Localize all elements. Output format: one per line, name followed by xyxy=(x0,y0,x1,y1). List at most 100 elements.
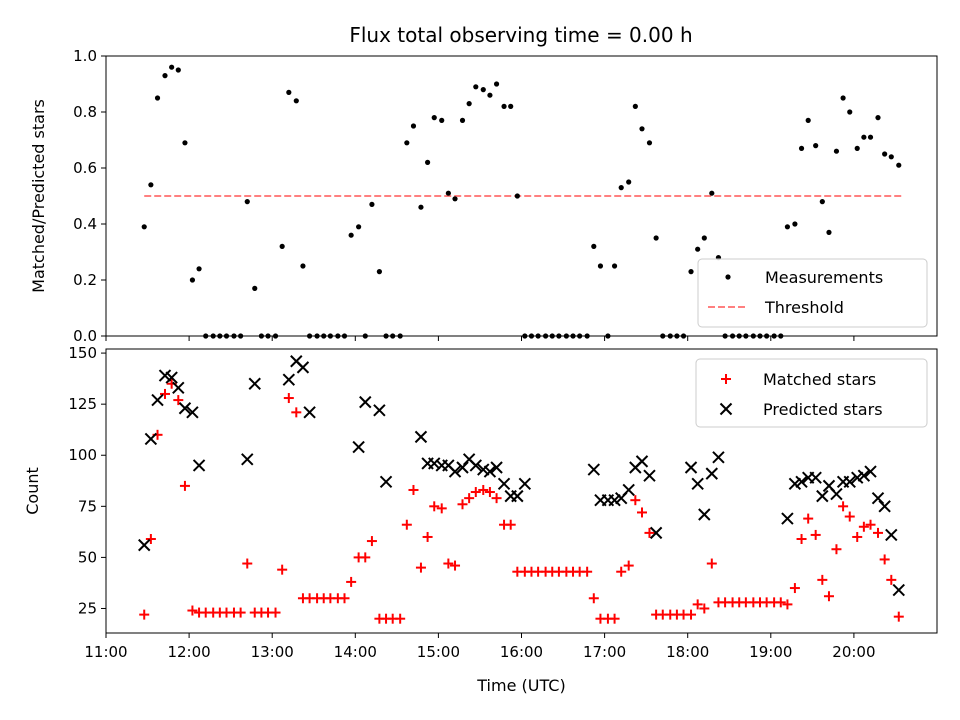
predicted-star-point xyxy=(830,487,843,501)
measurement-point xyxy=(473,84,479,90)
matched-star-point xyxy=(636,507,647,518)
predicted-star-point-b xyxy=(587,463,601,476)
count-y-tick-label: 75 xyxy=(78,497,97,515)
predicted-star-point-b xyxy=(691,477,704,491)
measurement-point xyxy=(784,224,791,230)
predicted-star-point-b xyxy=(462,453,476,466)
matched-star-point xyxy=(831,544,842,555)
measurement-point xyxy=(148,182,154,188)
predicted-star-point xyxy=(192,459,206,472)
ratio-legend: Measurements Threshold xyxy=(697,258,928,328)
count-x-tick-label: 18:00 xyxy=(666,643,709,661)
matched-star-point xyxy=(872,527,883,538)
measurement-point xyxy=(792,221,798,227)
matched-star-point xyxy=(429,501,440,512)
measurement-point xyxy=(286,89,292,95)
measurement-point xyxy=(431,115,437,121)
matched-star-point xyxy=(346,576,357,587)
predicted-star-point xyxy=(781,512,794,525)
predicted-star-point-b xyxy=(892,583,905,597)
measurement-point xyxy=(189,277,196,283)
count-x-tick-label: 13:00 xyxy=(251,643,294,661)
matched-star-point xyxy=(179,480,190,491)
predicted-star-point-b xyxy=(477,463,490,476)
predicted-star-point xyxy=(518,477,532,491)
count-x-ticks: 11:00 12:00 13:00 14:00 15:00 16:00 17:00 18:00… xyxy=(84,633,876,661)
predicted-star-point-b xyxy=(483,465,497,478)
matched-star-point xyxy=(879,554,890,565)
predicted-star-point-b xyxy=(428,457,441,470)
measurement-point xyxy=(591,243,597,249)
measurement-point xyxy=(896,162,902,168)
predicted-star-point-b xyxy=(649,526,663,540)
count-x-tick-label: 14:00 xyxy=(334,643,377,661)
matched-star-point xyxy=(588,593,599,604)
predicted-star-point xyxy=(490,461,503,474)
matched-star-point xyxy=(339,593,350,604)
predicted-star-point-b xyxy=(712,451,725,464)
count-legend-box xyxy=(695,358,928,428)
measurement-point xyxy=(688,269,694,275)
measurement-point xyxy=(875,115,881,121)
count-plot-area xyxy=(138,355,905,624)
matched-star-point xyxy=(852,531,863,542)
count-panel: 25 50 75 100 125 150 11:00 12:00 13:00 14:00 15:0… xyxy=(23,344,938,695)
predicted-star-point xyxy=(635,455,649,468)
measurement-point xyxy=(695,246,701,252)
predicted-star-point xyxy=(698,508,711,521)
predicted-star-point-b xyxy=(885,528,898,542)
legend-predicted-label: Predicted stars xyxy=(763,400,883,419)
predicted-star-point xyxy=(373,404,386,417)
matched-star-point xyxy=(686,609,697,620)
legend-plus xyxy=(721,374,731,384)
measurement-point xyxy=(459,117,466,123)
measurement-point xyxy=(798,145,805,151)
ratio-axes-frame xyxy=(105,55,938,337)
predicted-star-point xyxy=(511,489,524,503)
ratio-y-axis-label: Matched/Predicted stars xyxy=(29,99,48,293)
predicted-star-point xyxy=(857,469,871,482)
measurement-point xyxy=(175,67,181,73)
matched-star-point xyxy=(706,558,717,569)
predicted-star-point xyxy=(691,477,704,491)
predicted-star-point-b xyxy=(809,471,822,484)
measurement-point xyxy=(404,140,410,146)
matched-star-point xyxy=(277,564,288,575)
measurement-point xyxy=(501,103,507,109)
count-x-tick-label: 12:00 xyxy=(167,643,210,661)
matched-star-point xyxy=(415,562,426,573)
matched-star-point xyxy=(283,393,294,404)
matched-star-point xyxy=(865,519,876,530)
measurement-point xyxy=(356,224,362,230)
measurement-point xyxy=(279,243,285,249)
measurement-point xyxy=(709,190,715,196)
matched-star-point xyxy=(886,574,897,585)
matched-star-point xyxy=(360,552,371,563)
measurement-point xyxy=(508,103,514,109)
measurement-point xyxy=(618,185,624,191)
measurement-point xyxy=(840,95,846,101)
matched-star-point xyxy=(464,493,475,504)
predicted-star-point-b xyxy=(144,432,158,446)
predicted-star-point xyxy=(843,475,856,489)
count-x-tick-label: 17:00 xyxy=(583,643,626,661)
predicted-star-point xyxy=(151,393,164,407)
predicted-star-point-b xyxy=(456,461,469,474)
matched-star-point xyxy=(810,529,821,540)
predicted-star-point-b xyxy=(490,461,503,474)
legend-matched-label: Matched stars xyxy=(763,370,876,389)
predicted-star-point-b xyxy=(186,406,199,419)
measurement-point xyxy=(293,98,299,104)
legend-matched-marker xyxy=(721,374,731,384)
ratio-legend-box xyxy=(697,258,928,328)
predicted-star-point xyxy=(809,471,822,484)
matched-star-point xyxy=(457,499,468,510)
matched-star-point xyxy=(893,611,904,622)
measurement-point xyxy=(819,199,825,205)
count-x-tick-label: 20:00 xyxy=(832,643,875,661)
legend-cross-b xyxy=(719,402,733,416)
predicted-star-point-b xyxy=(379,475,393,489)
matched-star-point xyxy=(838,501,849,512)
predicted-star-point-b xyxy=(178,402,192,415)
measurement-point xyxy=(597,263,604,269)
